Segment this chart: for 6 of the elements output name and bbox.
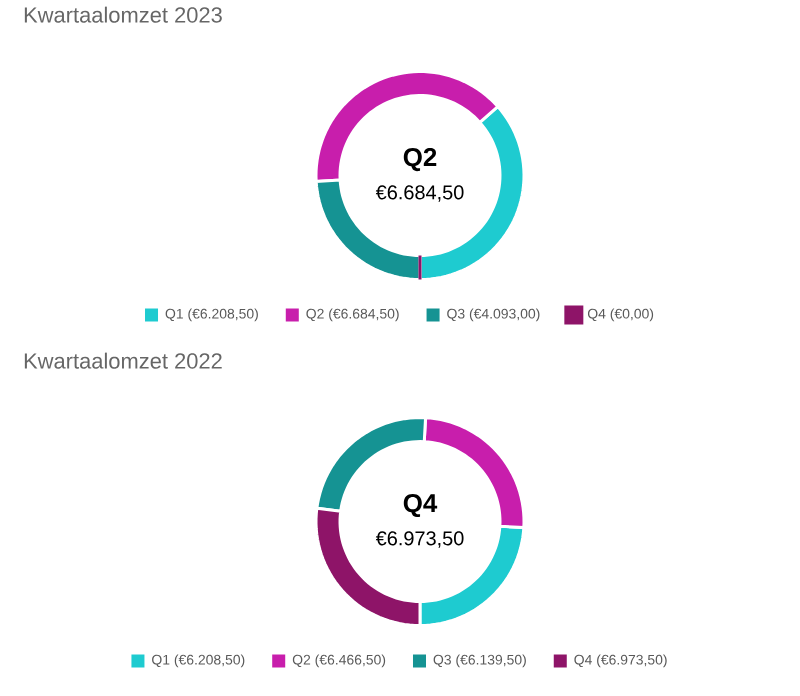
text: €6.973,50 <box>375 531 464 548</box>
chart-title: Kwartaalomzet 2022 <box>24 352 222 369</box>
chart-title: Kwartaalomzet 2023 <box>24 6 222 23</box>
text: Q4 <box>403 494 438 518</box>
text: €6.684,50 <box>375 185 464 203</box>
text: Q2 <box>403 148 437 172</box>
